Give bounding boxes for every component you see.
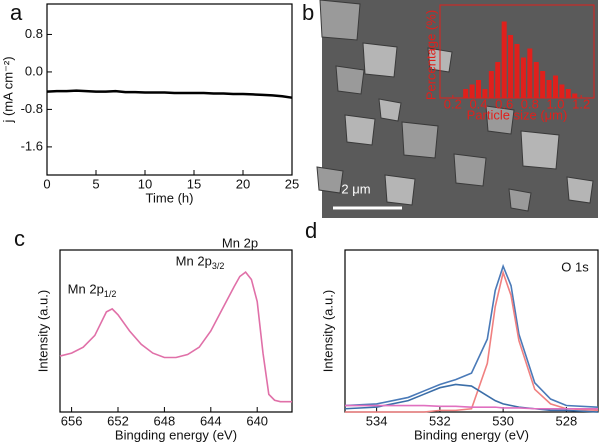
data-line: [345, 269, 599, 413]
bar: [533, 62, 539, 98]
y-axis-label: j (mA cm⁻²): [0, 56, 15, 123]
annotation-sub: 1/2: [104, 289, 117, 299]
inset-x-label: Particle size (μm): [467, 107, 568, 122]
particle: [566, 176, 594, 204]
scale-bar-label: 2 μm: [341, 181, 370, 196]
y-axis-label: Intensity (a.u.): [320, 290, 335, 372]
x-axis-label: Time (h): [146, 190, 194, 205]
inset-x-tick-label: 0.4: [469, 96, 487, 111]
inset-x-tick-label: 0.6: [495, 96, 513, 111]
bar: [520, 57, 526, 98]
bar: [527, 48, 533, 98]
annotation: Mn 2p1/2: [68, 281, 117, 299]
data-line: [59, 270, 292, 403]
x-tick-label: 10: [138, 176, 152, 191]
y-tick-label: -1.6: [21, 138, 43, 153]
bar: [476, 80, 481, 98]
bar: [540, 71, 546, 98]
inset-x-tick-label: 1.2: [572, 96, 590, 111]
plot-frame: [46, 3, 293, 176]
x-axis-label: Binding energy (eV): [414, 427, 529, 442]
panel-letter: a: [10, 0, 23, 25]
panel-letter: c: [14, 226, 25, 251]
x-tick-label: 0: [43, 176, 50, 191]
particle: [335, 65, 365, 95]
y-tick-label: 0.8: [25, 26, 43, 41]
panel-letter: d: [305, 218, 317, 243]
inset-x-tick-label: 0.2: [444, 96, 462, 111]
bar: [514, 44, 520, 98]
bar: [501, 21, 507, 98]
data-line: [46, 89, 293, 99]
data-line: [344, 263, 599, 408]
x-axis-label: Bingding energy (eV): [115, 427, 237, 442]
bar: [469, 84, 475, 98]
inset-x-tick-label: 1.0: [546, 96, 564, 111]
panel-letter: b: [302, 0, 314, 25]
data-line: [344, 383, 599, 413]
x-tick-label: 15: [187, 176, 201, 191]
particle: [520, 130, 560, 170]
x-tick-label: 656: [61, 413, 83, 428]
particle: [508, 188, 532, 212]
y-axis-label: Intensity (a.u.): [35, 290, 50, 372]
inset-x-tick-label: 0.8: [521, 96, 539, 111]
x-tick-label: 528: [556, 413, 578, 428]
bar: [559, 84, 565, 98]
plot-frame: [344, 249, 599, 413]
inset-y-label: Percentage (%): [423, 10, 438, 100]
x-tick-label: 648: [154, 413, 176, 428]
particle: [362, 42, 398, 78]
bar: [463, 89, 469, 98]
data-line: [345, 404, 598, 410]
particle: [485, 105, 515, 135]
y-tick-label: 0.0: [25, 63, 43, 78]
particle: [316, 166, 344, 194]
bar: [482, 89, 488, 98]
bar: [565, 89, 571, 98]
y-tick-label: -0.8: [21, 101, 43, 116]
annotation: Mn 2p: [222, 235, 258, 250]
bar: [572, 93, 578, 98]
x-tick-label: 5: [92, 176, 99, 191]
annotation-sub: 3/2: [212, 261, 225, 271]
particle: [319, 0, 361, 41]
x-tick-label: 652: [107, 413, 129, 428]
x-tick-label: 534: [366, 413, 388, 428]
x-tick-label: 25: [285, 176, 299, 191]
plot-frame: [59, 249, 293, 413]
bar: [553, 75, 558, 98]
particle: [453, 153, 487, 187]
bar: [495, 62, 501, 98]
x-tick-label: 20: [236, 176, 250, 191]
bar: [488, 71, 494, 98]
bar: [546, 80, 552, 98]
x-tick-label: 532: [429, 413, 451, 428]
particle: [378, 98, 402, 122]
annotation: Mn 2p3/2: [176, 253, 225, 271]
particle: [384, 174, 416, 206]
x-tick-label: 640: [246, 413, 268, 428]
annotation: O 1s: [561, 259, 589, 274]
particle: [344, 114, 376, 146]
x-tick-label: 644: [200, 413, 222, 428]
x-tick-label: 530: [492, 413, 514, 428]
particle: [401, 121, 439, 159]
bar: [508, 35, 514, 98]
